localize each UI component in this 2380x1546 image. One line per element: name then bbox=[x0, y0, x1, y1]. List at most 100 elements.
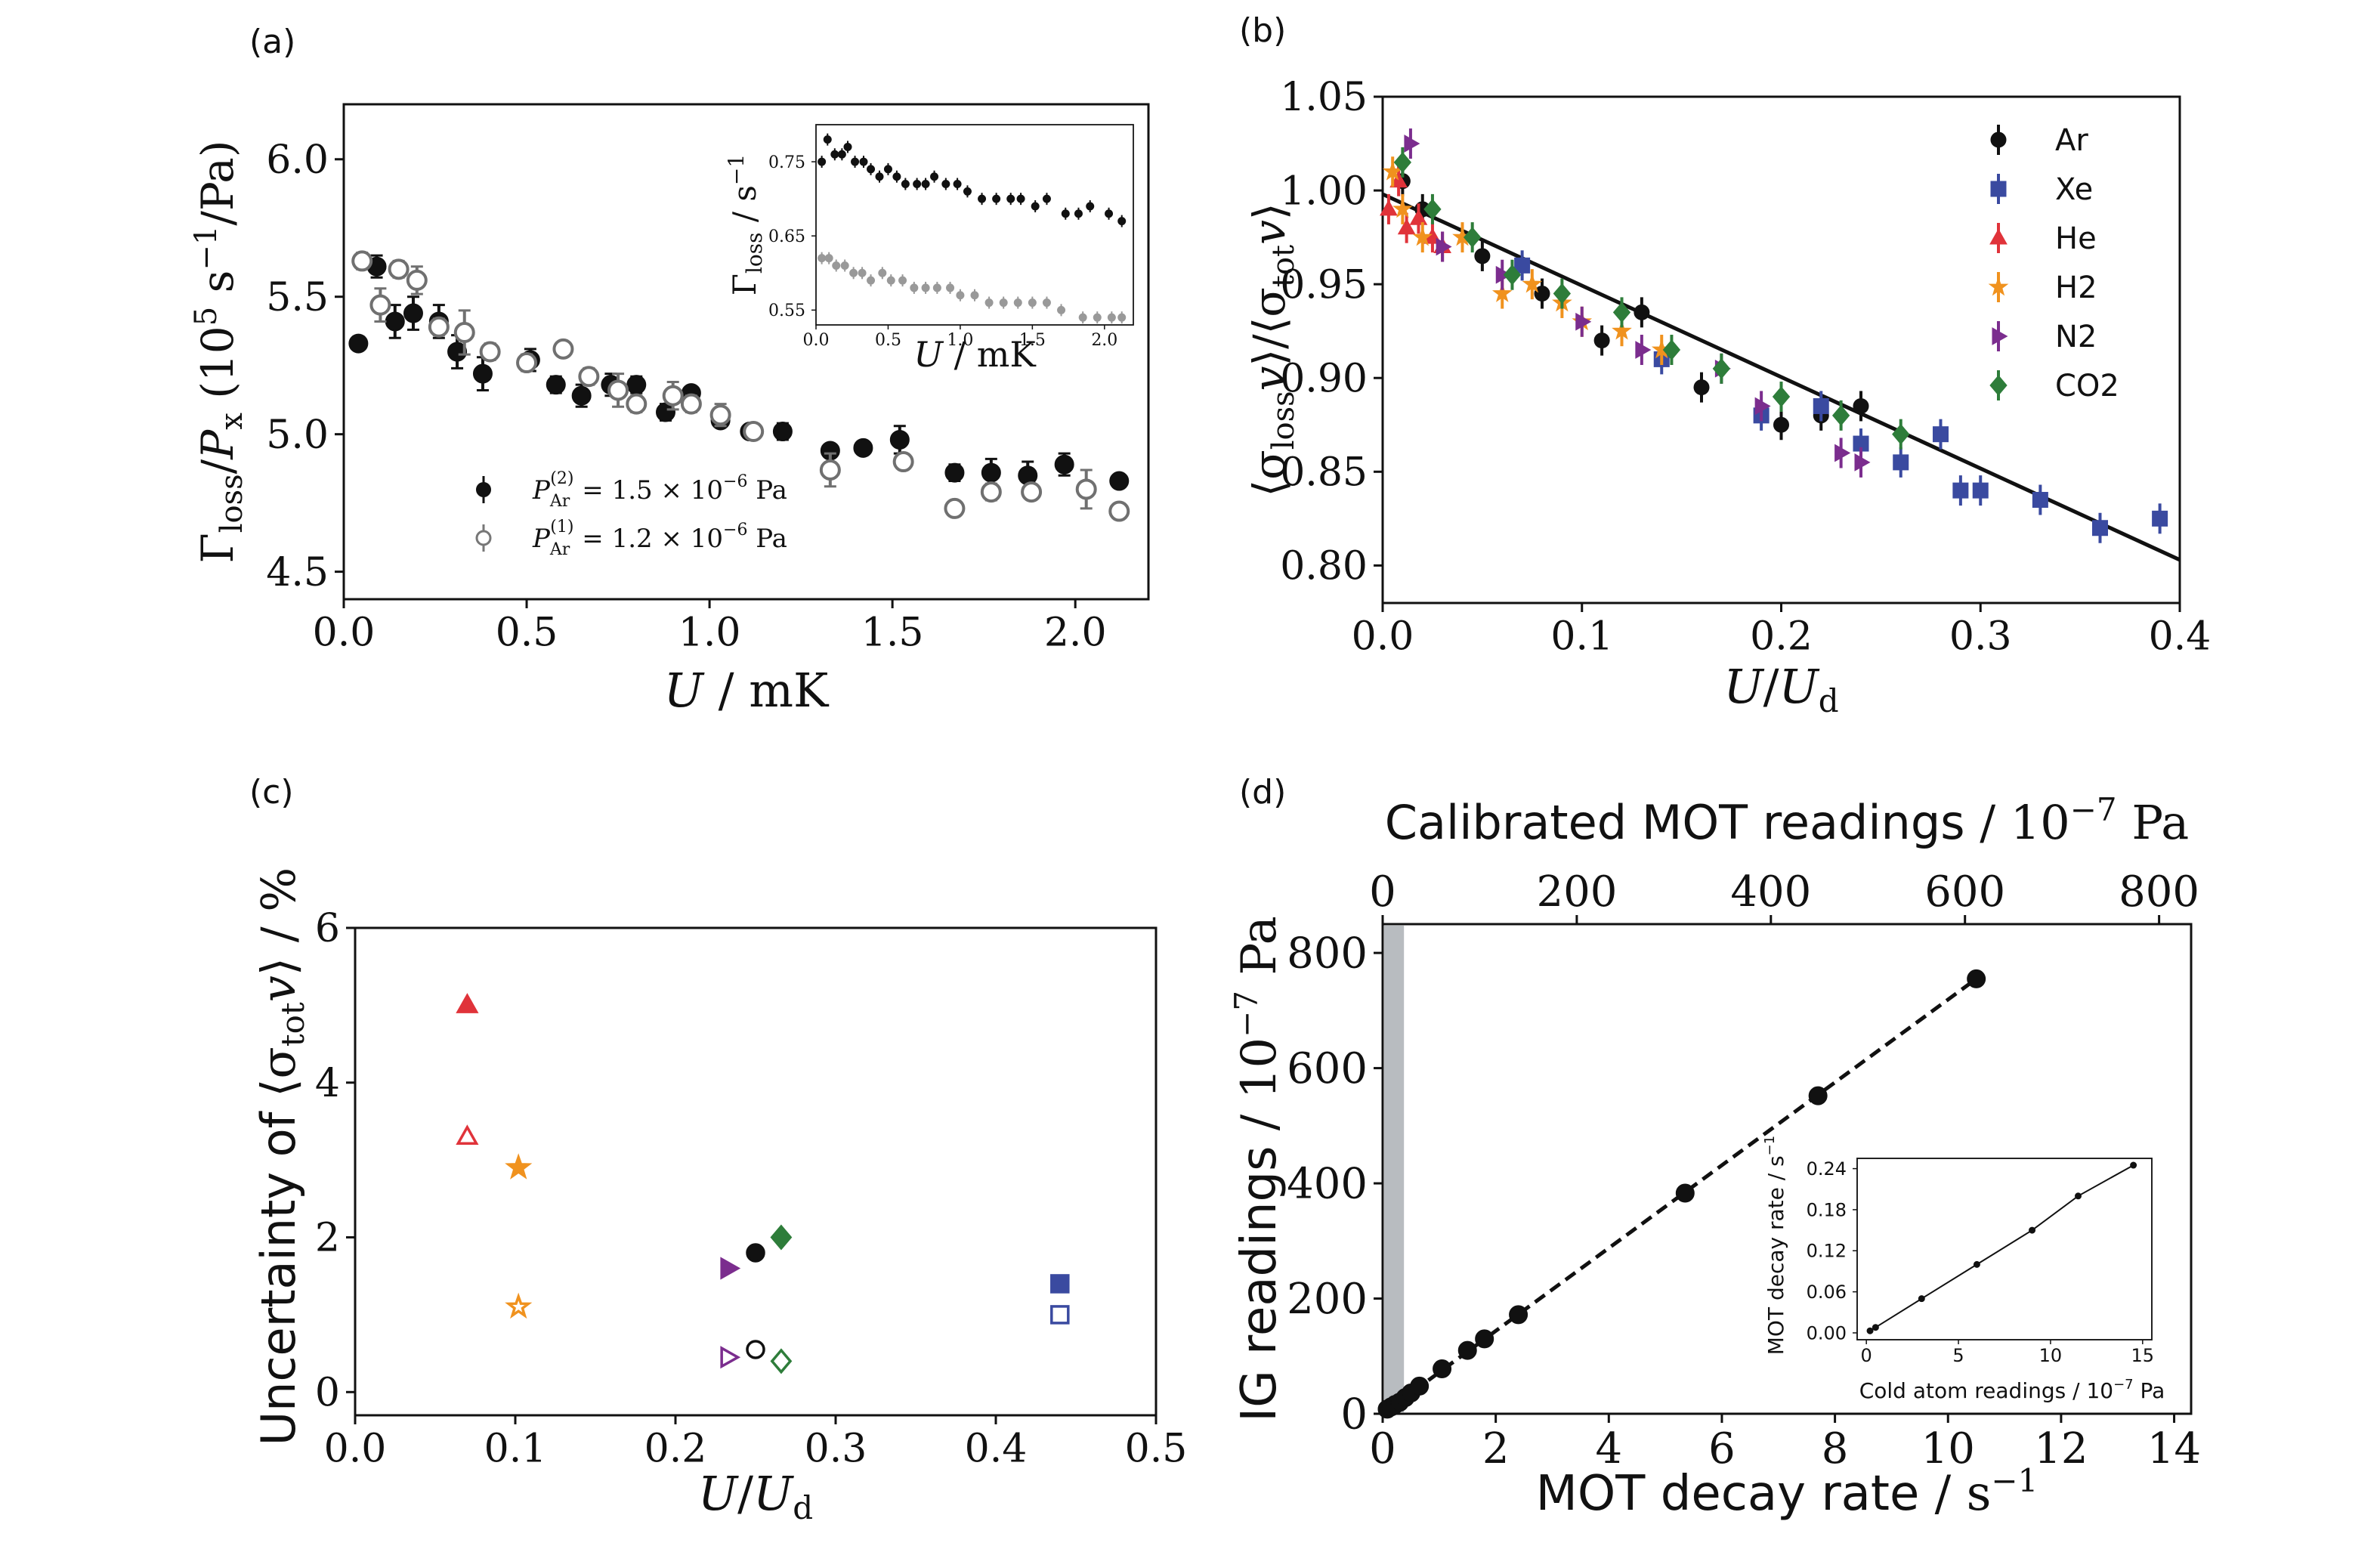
legend-label-co2: CO2 bbox=[2055, 369, 2119, 404]
inset-point bbox=[898, 276, 907, 285]
x-tick-label: 0.0 bbox=[313, 610, 376, 655]
y-axis-label: ⟨σlossv⟩/⟨σtotv⟩ bbox=[1244, 203, 1301, 497]
plot-frame bbox=[354, 926, 1158, 1417]
data-point bbox=[1522, 274, 1543, 293]
data-point bbox=[1893, 454, 1909, 471]
data-point bbox=[944, 497, 966, 519]
data-point bbox=[1834, 444, 1851, 462]
y-tick-label: 200 bbox=[1287, 1275, 1368, 1324]
data-point bbox=[1662, 339, 1681, 360]
legend-label-n2: N2 bbox=[2055, 320, 2097, 354]
data-point bbox=[369, 294, 391, 316]
x-tick-label: 0.0 bbox=[324, 1426, 387, 1471]
x-tick-label: 0.5 bbox=[496, 610, 558, 655]
y-tick-label: 0.06 bbox=[1807, 1282, 1847, 1303]
data-point bbox=[1436, 237, 1452, 256]
x-tick-label: 10 bbox=[2039, 1345, 2063, 1366]
inset-point bbox=[892, 172, 901, 181]
x-tick-label: 0.5 bbox=[1125, 1426, 1188, 1471]
inset-y-label: Γloss / s−1 bbox=[724, 154, 767, 295]
y-tick-label: 0.00 bbox=[1807, 1322, 1847, 1343]
plot-frame bbox=[342, 103, 1150, 601]
data-point bbox=[1831, 405, 1850, 426]
y-tick-label: 6 bbox=[315, 906, 340, 951]
data-point bbox=[889, 429, 910, 450]
x2-tick-label: 800 bbox=[2119, 867, 2199, 917]
data-point bbox=[772, 422, 793, 442]
y-tick-label: 0.65 bbox=[768, 227, 805, 246]
x-tick-label: 0.4 bbox=[965, 1426, 1028, 1471]
x-axis-label: U/Ud bbox=[698, 1466, 813, 1526]
legend-marker-co2 bbox=[1989, 375, 2008, 396]
inset-series-0 bbox=[818, 133, 1127, 227]
data-point bbox=[720, 1257, 741, 1280]
inset-point bbox=[941, 180, 950, 189]
data-point bbox=[552, 338, 574, 360]
inset-point bbox=[978, 194, 987, 203]
inset-point bbox=[984, 298, 994, 308]
data-point bbox=[1773, 416, 1789, 433]
inset-point bbox=[913, 180, 922, 189]
data-point bbox=[1967, 969, 1986, 988]
data-point bbox=[456, 993, 479, 1013]
y-tick-label: 0.24 bbox=[1807, 1158, 1847, 1180]
data-point bbox=[2152, 510, 2168, 527]
x-tick-label: 2.0 bbox=[1091, 331, 1117, 350]
data-point bbox=[1635, 341, 1652, 359]
inset-point bbox=[1107, 313, 1116, 322]
panel-label-a: (a) bbox=[249, 23, 295, 61]
x-tick-label: 4 bbox=[1595, 1424, 1622, 1473]
y-tick-label: 0.55 bbox=[768, 301, 805, 320]
inset-point bbox=[818, 254, 827, 263]
data-point bbox=[1514, 257, 1531, 274]
x-tick-label: 5 bbox=[1952, 1345, 1964, 1366]
data-point bbox=[388, 258, 410, 280]
data-point bbox=[385, 311, 405, 332]
data-point bbox=[1892, 423, 1910, 445]
legend-label-ar: Ar bbox=[2055, 123, 2088, 158]
x-tick-label: 2.0 bbox=[1044, 610, 1107, 655]
data-point bbox=[1693, 379, 1710, 396]
data-point bbox=[746, 1340, 765, 1359]
data-point bbox=[1075, 478, 1097, 500]
points-c bbox=[456, 993, 1070, 1374]
inset-point bbox=[1057, 305, 1066, 314]
inset-point bbox=[1031, 202, 1040, 211]
inset-point bbox=[953, 180, 962, 189]
data-point bbox=[1754, 397, 1771, 416]
inset-point bbox=[2029, 1226, 2036, 1234]
data-point bbox=[505, 1153, 533, 1180]
inset-point bbox=[878, 268, 887, 277]
data-point bbox=[981, 462, 1001, 483]
legend-marker-p1 bbox=[475, 530, 492, 546]
x-tick-label: 0.2 bbox=[644, 1426, 707, 1471]
data-point bbox=[1474, 248, 1491, 264]
shaded-region bbox=[1384, 926, 1405, 1412]
y-tick-label: 0.85 bbox=[1280, 450, 1368, 495]
data-point bbox=[1464, 227, 1482, 248]
x-tick-label: 0.0 bbox=[1352, 614, 1414, 659]
data-point bbox=[770, 1348, 793, 1374]
data-point bbox=[1534, 286, 1550, 302]
x-tick-label: 14 bbox=[2147, 1424, 2201, 1473]
inset-x-label: U / mK bbox=[913, 334, 1037, 375]
inset-point bbox=[824, 254, 833, 263]
series-ar bbox=[1394, 165, 1869, 441]
x-tick-label: 1.5 bbox=[1019, 331, 1046, 350]
inset-a: 0.0 0.5 1.0 1.5 2.0 0.55 0.65 0.75 U / mK Γloss /… bbox=[724, 124, 1134, 375]
data-point bbox=[516, 352, 538, 374]
inset-point bbox=[921, 283, 930, 292]
panel-b: (b) 0.0 0.1 0.2 0.3 0.4 0.80 0.85 0.90 0.95 1.00 1.… bbox=[1239, 11, 2211, 719]
y-axis-label: Γloss/Px (105 s−1/Pa) bbox=[189, 141, 249, 564]
y-tick-label: 5.5 bbox=[266, 275, 329, 320]
inset-series-1 bbox=[818, 252, 1127, 324]
x2-tick-label: 0 bbox=[1369, 867, 1396, 917]
data-point bbox=[403, 303, 423, 323]
inset-point bbox=[1973, 1260, 1980, 1268]
inset-point bbox=[875, 172, 884, 181]
data-point bbox=[348, 333, 369, 354]
legend-marker-n2 bbox=[1992, 327, 2008, 345]
data-point bbox=[546, 375, 566, 395]
data-point bbox=[1612, 320, 1632, 340]
